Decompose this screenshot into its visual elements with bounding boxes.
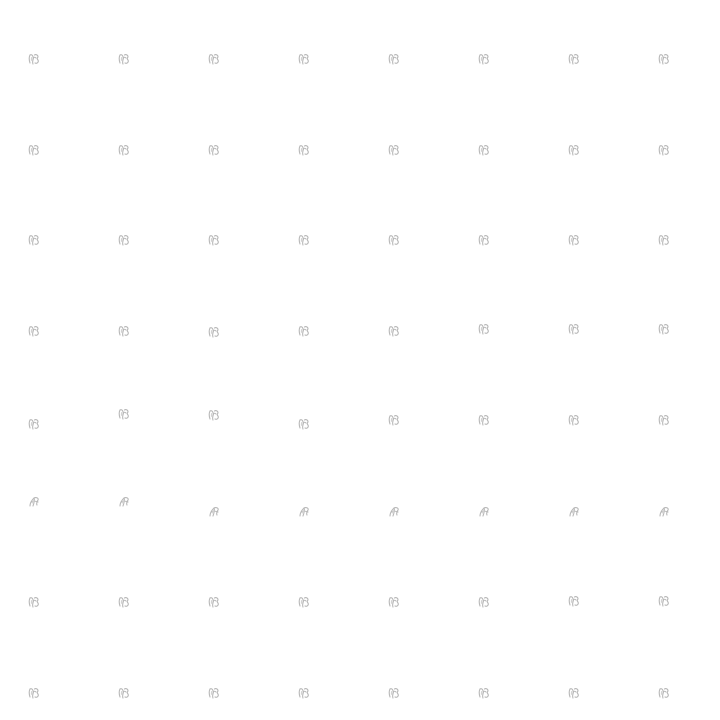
slanted-scribble-icon [297,505,311,519]
outlined-scribble-icon [297,595,311,609]
outlined-scribble-icon [207,595,221,609]
outlined-scribble-icon [27,417,41,431]
outlined-scribble-icon [387,595,401,609]
outlined-scribble-icon [387,413,401,427]
slanted-scribble-icon [567,505,581,519]
outlined-scribble-icon [387,143,401,157]
outlined-scribble-icon [477,143,491,157]
outlined-scribble-icon [297,233,311,247]
outlined-scribble-icon [477,413,491,427]
outlined-scribble-icon [477,233,491,247]
outlined-scribble-icon [477,595,491,609]
outlined-scribble-icon [117,233,131,247]
outlined-scribble-icon [657,413,671,427]
outlined-scribble-icon [387,52,401,66]
outlined-scribble-icon [567,143,581,157]
outlined-scribble-icon [207,686,221,700]
outlined-scribble-icon [27,233,41,247]
outlined-scribble-icon [297,417,311,431]
outlined-scribble-icon [477,686,491,700]
outlined-scribble-icon [27,52,41,66]
outlined-scribble-icon [567,52,581,66]
outlined-scribble-icon [27,686,41,700]
outlined-scribble-icon [567,233,581,247]
outlined-scribble-icon [567,322,581,336]
slanted-scribble-icon [27,495,41,509]
outlined-scribble-icon [657,52,671,66]
outlined-scribble-icon [207,233,221,247]
outlined-scribble-icon [27,143,41,157]
outlined-scribble-icon [27,324,41,338]
outlined-scribble-icon [657,686,671,700]
slanted-scribble-icon [117,495,131,509]
outlined-scribble-icon [297,143,311,157]
outlined-scribble-icon [117,324,131,338]
outlined-scribble-icon [387,233,401,247]
outlined-scribble-icon [477,322,491,336]
outlined-scribble-icon [657,143,671,157]
outlined-scribble-icon [657,594,671,608]
outlined-scribble-icon [567,413,581,427]
outlined-scribble-icon [567,594,581,608]
outlined-scribble-icon [207,408,221,422]
outlined-scribble-icon [387,686,401,700]
outlined-scribble-icon [297,52,311,66]
outlined-scribble-icon [27,595,41,609]
outlined-scribble-icon [117,143,131,157]
slanted-scribble-icon [477,505,491,519]
outlined-scribble-icon [567,686,581,700]
outlined-scribble-icon [207,52,221,66]
outlined-scribble-icon [297,686,311,700]
outlined-scribble-icon [297,324,311,338]
slanted-scribble-icon [387,505,401,519]
outlined-scribble-icon [117,407,131,421]
slanted-scribble-icon [657,505,671,519]
outlined-scribble-icon [207,325,221,339]
outlined-scribble-icon [117,686,131,700]
outlined-scribble-icon [477,52,491,66]
outlined-scribble-icon [657,322,671,336]
outlined-scribble-icon [387,324,401,338]
outlined-scribble-icon [117,52,131,66]
outlined-scribble-icon [657,233,671,247]
outlined-scribble-icon [117,595,131,609]
outlined-scribble-icon [207,143,221,157]
slanted-scribble-icon [207,505,221,519]
